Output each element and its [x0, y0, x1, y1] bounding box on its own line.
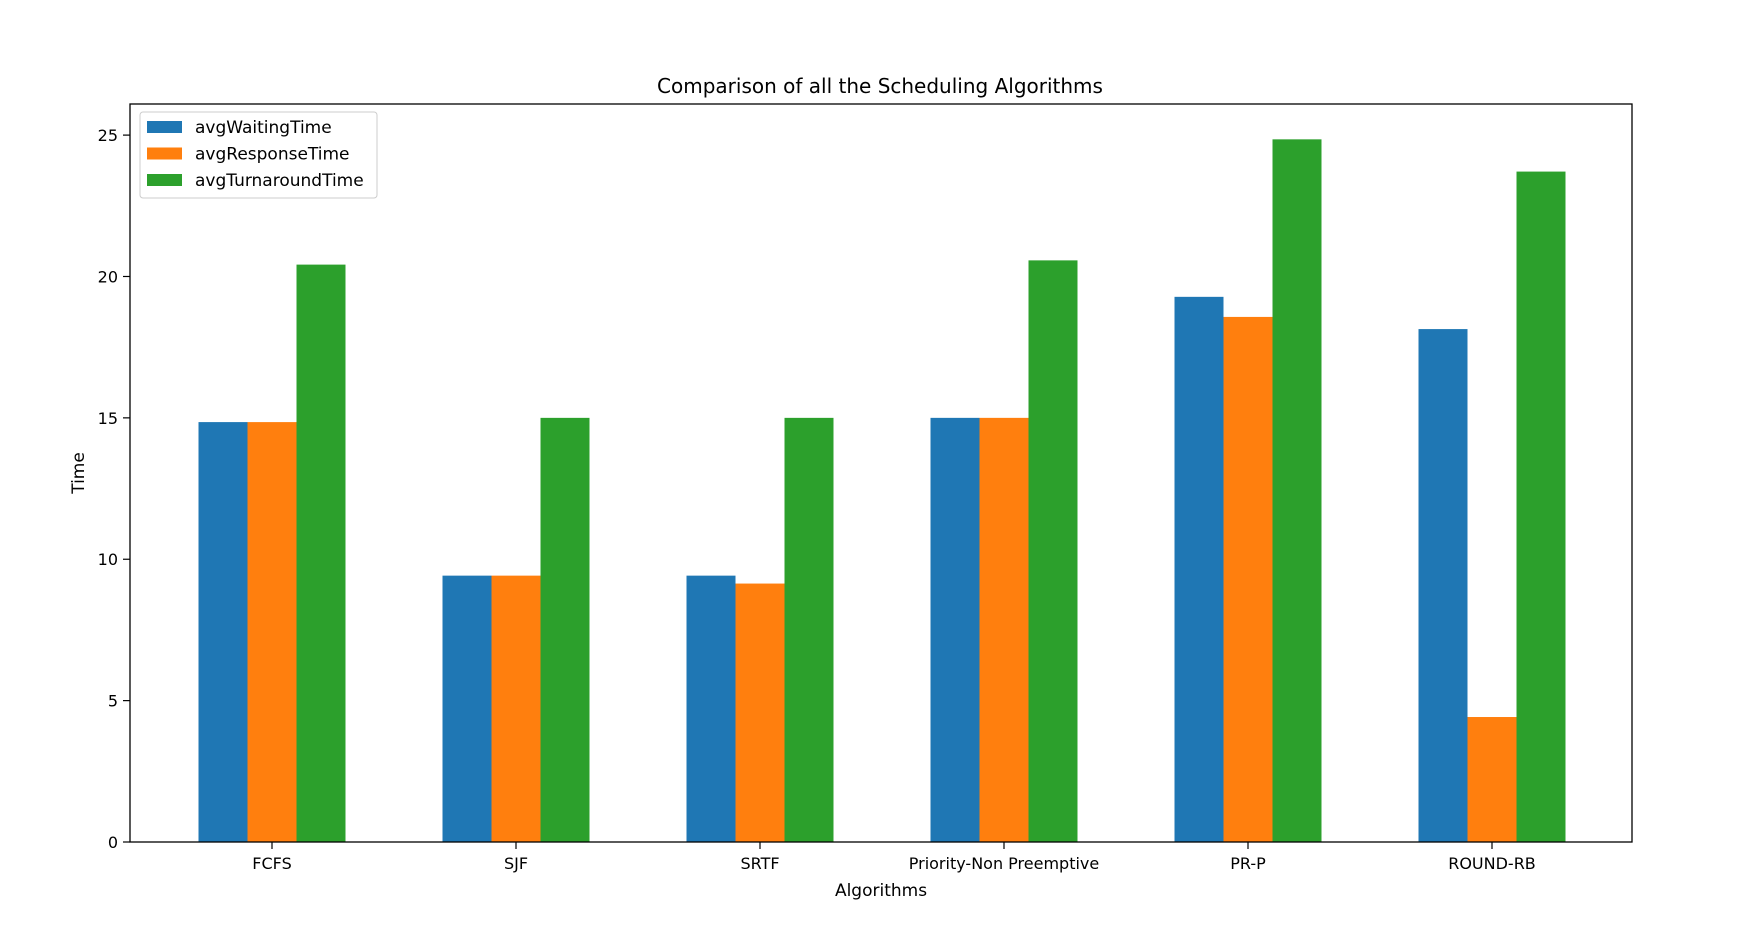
x-tick-label: PR-P — [1230, 854, 1266, 873]
plot-frame — [129, 103, 1633, 843]
bar-avgWaitingTime-srtf — [686, 575, 736, 842]
bar-avgResponseTime-fcfs — [247, 422, 297, 842]
y-tick-label: 10 — [98, 550, 118, 569]
bar-avgResponseTime-sjf — [491, 575, 541, 842]
x-tick-label: SJF — [504, 854, 528, 873]
bar-avgResponseTime-round-rb — [1467, 717, 1517, 842]
bar-avgTurnaroundTime-round-rb — [1516, 171, 1566, 842]
legend-frame — [139, 111, 378, 199]
legend: avgWaitingTime avgResponseTime avgTurnarou… — [139, 111, 378, 199]
bars-group — [198, 139, 1566, 843]
bar-avgTurnaroundTime-fcfs — [296, 264, 346, 842]
x-axis-label: Algorithms — [835, 881, 927, 901]
legend-swatch — [147, 174, 182, 186]
bar-avgResponseTime-pr-p — [1223, 316, 1273, 842]
bar-avgResponseTime-srtf — [735, 583, 785, 842]
y-tick-label: 5 — [108, 692, 118, 711]
chart-title: Comparison of all the Scheduling Algorit… — [657, 74, 1103, 98]
bar-avgTurnaroundTime-priority-non-preemptive — [1028, 260, 1078, 842]
x-tick-label: ROUND-RB — [1448, 854, 1536, 873]
x-tick-label: SRTF — [740, 854, 779, 873]
bar-avgTurnaroundTime-pr-p — [1272, 139, 1322, 843]
y-axis-label: Time — [69, 452, 89, 495]
legend-swatch — [147, 121, 182, 133]
y-tick-label: 15 — [98, 409, 118, 428]
bar-avgWaitingTime-priority-non-preemptive — [930, 417, 980, 842]
y-tick-label: 0 — [108, 833, 118, 852]
bar-avgResponseTime-priority-non-preemptive — [979, 417, 1029, 842]
bar-avgWaitingTime-pr-p — [1174, 296, 1224, 843]
x-axis: FCFS SJF SRTF Priority-Non Preemptive PR-P RO… — [252, 842, 1536, 873]
y-tick-label: 20 — [98, 267, 118, 286]
bar-avgWaitingTime-fcfs — [198, 422, 248, 842]
x-tick-label: Priority-Non Preemptive — [909, 854, 1099, 873]
bar-avgTurnaroundTime-srtf — [784, 417, 834, 842]
y-axis: 0 5 10 15 20 25 — [98, 126, 130, 852]
y-tick-label: 25 — [98, 126, 118, 145]
bar-avgWaitingTime-round-rb — [1418, 329, 1468, 843]
legend-label: avgTurnaroundTime — [195, 171, 364, 191]
bar-avgTurnaroundTime-sjf — [540, 417, 590, 842]
legend-label: avgResponseTime — [195, 145, 350, 165]
legend-swatch — [147, 147, 182, 160]
x-tick-label: FCFS — [252, 854, 291, 873]
bar-avgWaitingTime-sjf — [442, 575, 492, 842]
legend-label: avgWaitingTime — [195, 118, 332, 138]
